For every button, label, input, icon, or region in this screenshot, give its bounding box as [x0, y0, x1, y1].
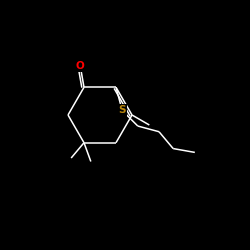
Text: O: O — [76, 60, 84, 70]
Text: S: S — [118, 106, 126, 116]
